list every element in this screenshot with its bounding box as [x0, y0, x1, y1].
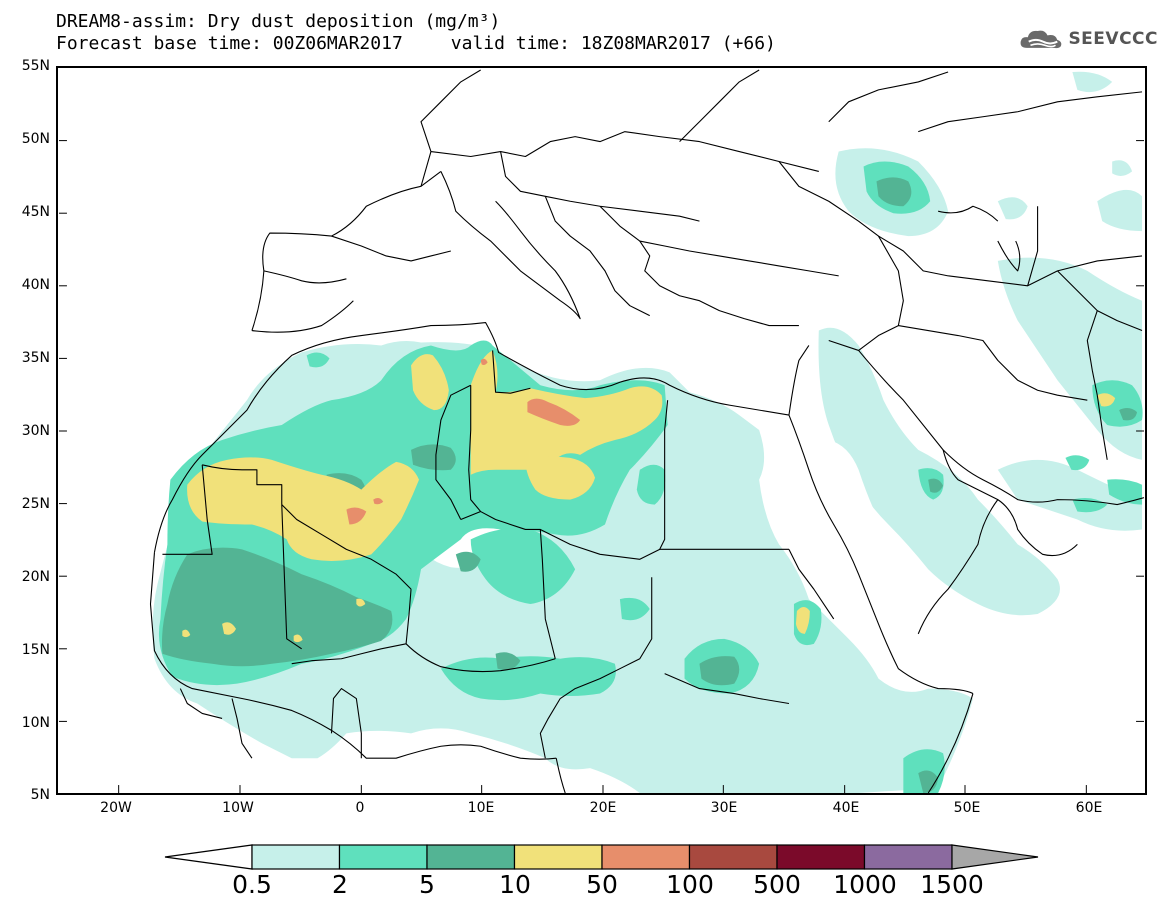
- map-title: DREAM8-assim: Dry dust deposition (mg/m³…: [56, 11, 501, 32]
- lon-label: 10E: [467, 800, 495, 816]
- forecast-time-line: Forecast base time: 00Z06MAR2017 valid ti…: [56, 34, 776, 54]
- lat-label: 50N: [21, 131, 50, 147]
- colorbar-swatch: [251, 844, 341, 870]
- cloud-logo-icon: [1020, 30, 1062, 49]
- legend-threshold: 2: [332, 870, 348, 899]
- color-bar: [164, 844, 1039, 870]
- legend-threshold: 0.5: [232, 870, 272, 899]
- lat-label: 10N: [21, 715, 50, 731]
- lon-label: 10W: [222, 800, 254, 816]
- lon-label: 20W: [100, 800, 132, 816]
- colorbar-swatch: [426, 844, 516, 870]
- forecast-base-time: Forecast base time: 00Z06MAR2017: [56, 33, 403, 54]
- lon-label: 60E: [1075, 800, 1103, 816]
- valid-time: valid time: 18Z08MAR2017 (+66): [450, 33, 776, 54]
- seevccc-logo: SEEVCCC: [1018, 24, 1158, 54]
- lat-label: 20N: [21, 569, 50, 585]
- colorbar-swatch: [601, 844, 691, 870]
- colorbar-swatch: [338, 844, 428, 870]
- dust-deposition-map: [58, 69, 1145, 793]
- lat-label: 15N: [21, 642, 50, 658]
- legend-threshold: 1500: [920, 870, 984, 899]
- colorbar-over-triangle: [951, 844, 1039, 870]
- legend-threshold: 10: [499, 870, 531, 899]
- lon-label: 40E: [832, 800, 860, 816]
- logo-text: SEEVCCC: [1068, 29, 1158, 49]
- colorbar-swatch: [863, 844, 953, 870]
- lat-label: 40N: [21, 277, 50, 293]
- lon-label: 20E: [589, 800, 617, 816]
- legend-threshold: 500: [753, 870, 801, 899]
- lon-label: 0: [355, 800, 365, 816]
- lat-label: 45N: [21, 204, 50, 220]
- lat-label: 30N: [21, 423, 50, 439]
- map-frame: [56, 66, 1147, 795]
- lat-label: 25N: [21, 496, 50, 512]
- legend-threshold: 50: [586, 870, 618, 899]
- lat-label: 55N: [21, 58, 50, 74]
- lon-label: 30E: [710, 800, 738, 816]
- lat-label: 35N: [21, 350, 50, 366]
- colorbar-under-triangle: [164, 844, 253, 870]
- colorbar-swatch: [688, 844, 778, 870]
- colorbar-swatch: [513, 844, 603, 870]
- lat-label: 5N: [30, 787, 50, 803]
- lon-label: 50E: [953, 800, 981, 816]
- legend-threshold: 5: [419, 870, 435, 899]
- legend-threshold: 1000: [833, 870, 897, 899]
- legend-threshold: 100: [666, 870, 714, 899]
- colorbar-swatch: [776, 844, 866, 870]
